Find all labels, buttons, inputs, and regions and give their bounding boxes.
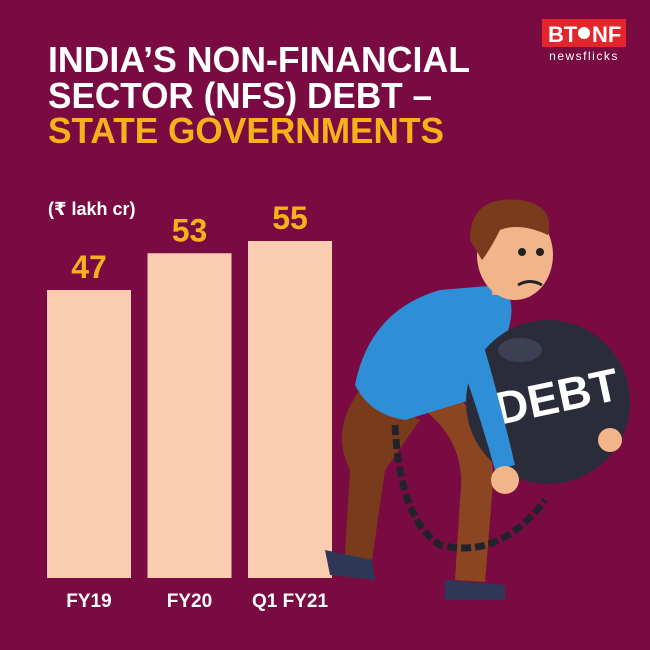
logo: BT NF newsflicks — [542, 19, 626, 63]
eye — [536, 248, 544, 256]
shoe-front — [445, 580, 505, 600]
leg-front — [400, 385, 493, 582]
hand — [598, 428, 622, 452]
bar — [147, 253, 232, 578]
logo-tagline: newsflicks — [549, 49, 619, 63]
eye — [518, 248, 526, 256]
logo-nf: NF — [592, 22, 621, 47]
chart-title: INDIA’S NON-FINANCIAL — [48, 39, 470, 80]
shoe-back — [325, 550, 375, 580]
x-tick-label: Q1 FY21 — [252, 591, 328, 612]
x-tick-label: FY20 — [167, 591, 212, 612]
bar — [47, 290, 131, 578]
arm — [440, 300, 515, 470]
value-label: 47 — [71, 249, 107, 285]
hand — [491, 466, 519, 494]
illustration: DEBT — [325, 199, 630, 600]
x-tick-label: FY19 — [66, 591, 111, 612]
unit-label: (₹ lakh cr) — [48, 199, 136, 219]
logo-bt: BT — [548, 22, 578, 47]
logo-dot — [578, 27, 590, 39]
leg-back — [342, 390, 420, 560]
mouth — [517, 280, 543, 287]
ball-highlight — [498, 338, 542, 362]
hair — [470, 199, 550, 260]
chart-subtitle: STATE GOVERNMENTS — [48, 110, 444, 151]
value-label: 53 — [172, 212, 208, 248]
chain — [391, 424, 548, 552]
value-label: 55 — [272, 200, 308, 236]
bar — [248, 241, 332, 578]
chart-title: SECTOR (NFS) DEBT – — [48, 75, 432, 116]
